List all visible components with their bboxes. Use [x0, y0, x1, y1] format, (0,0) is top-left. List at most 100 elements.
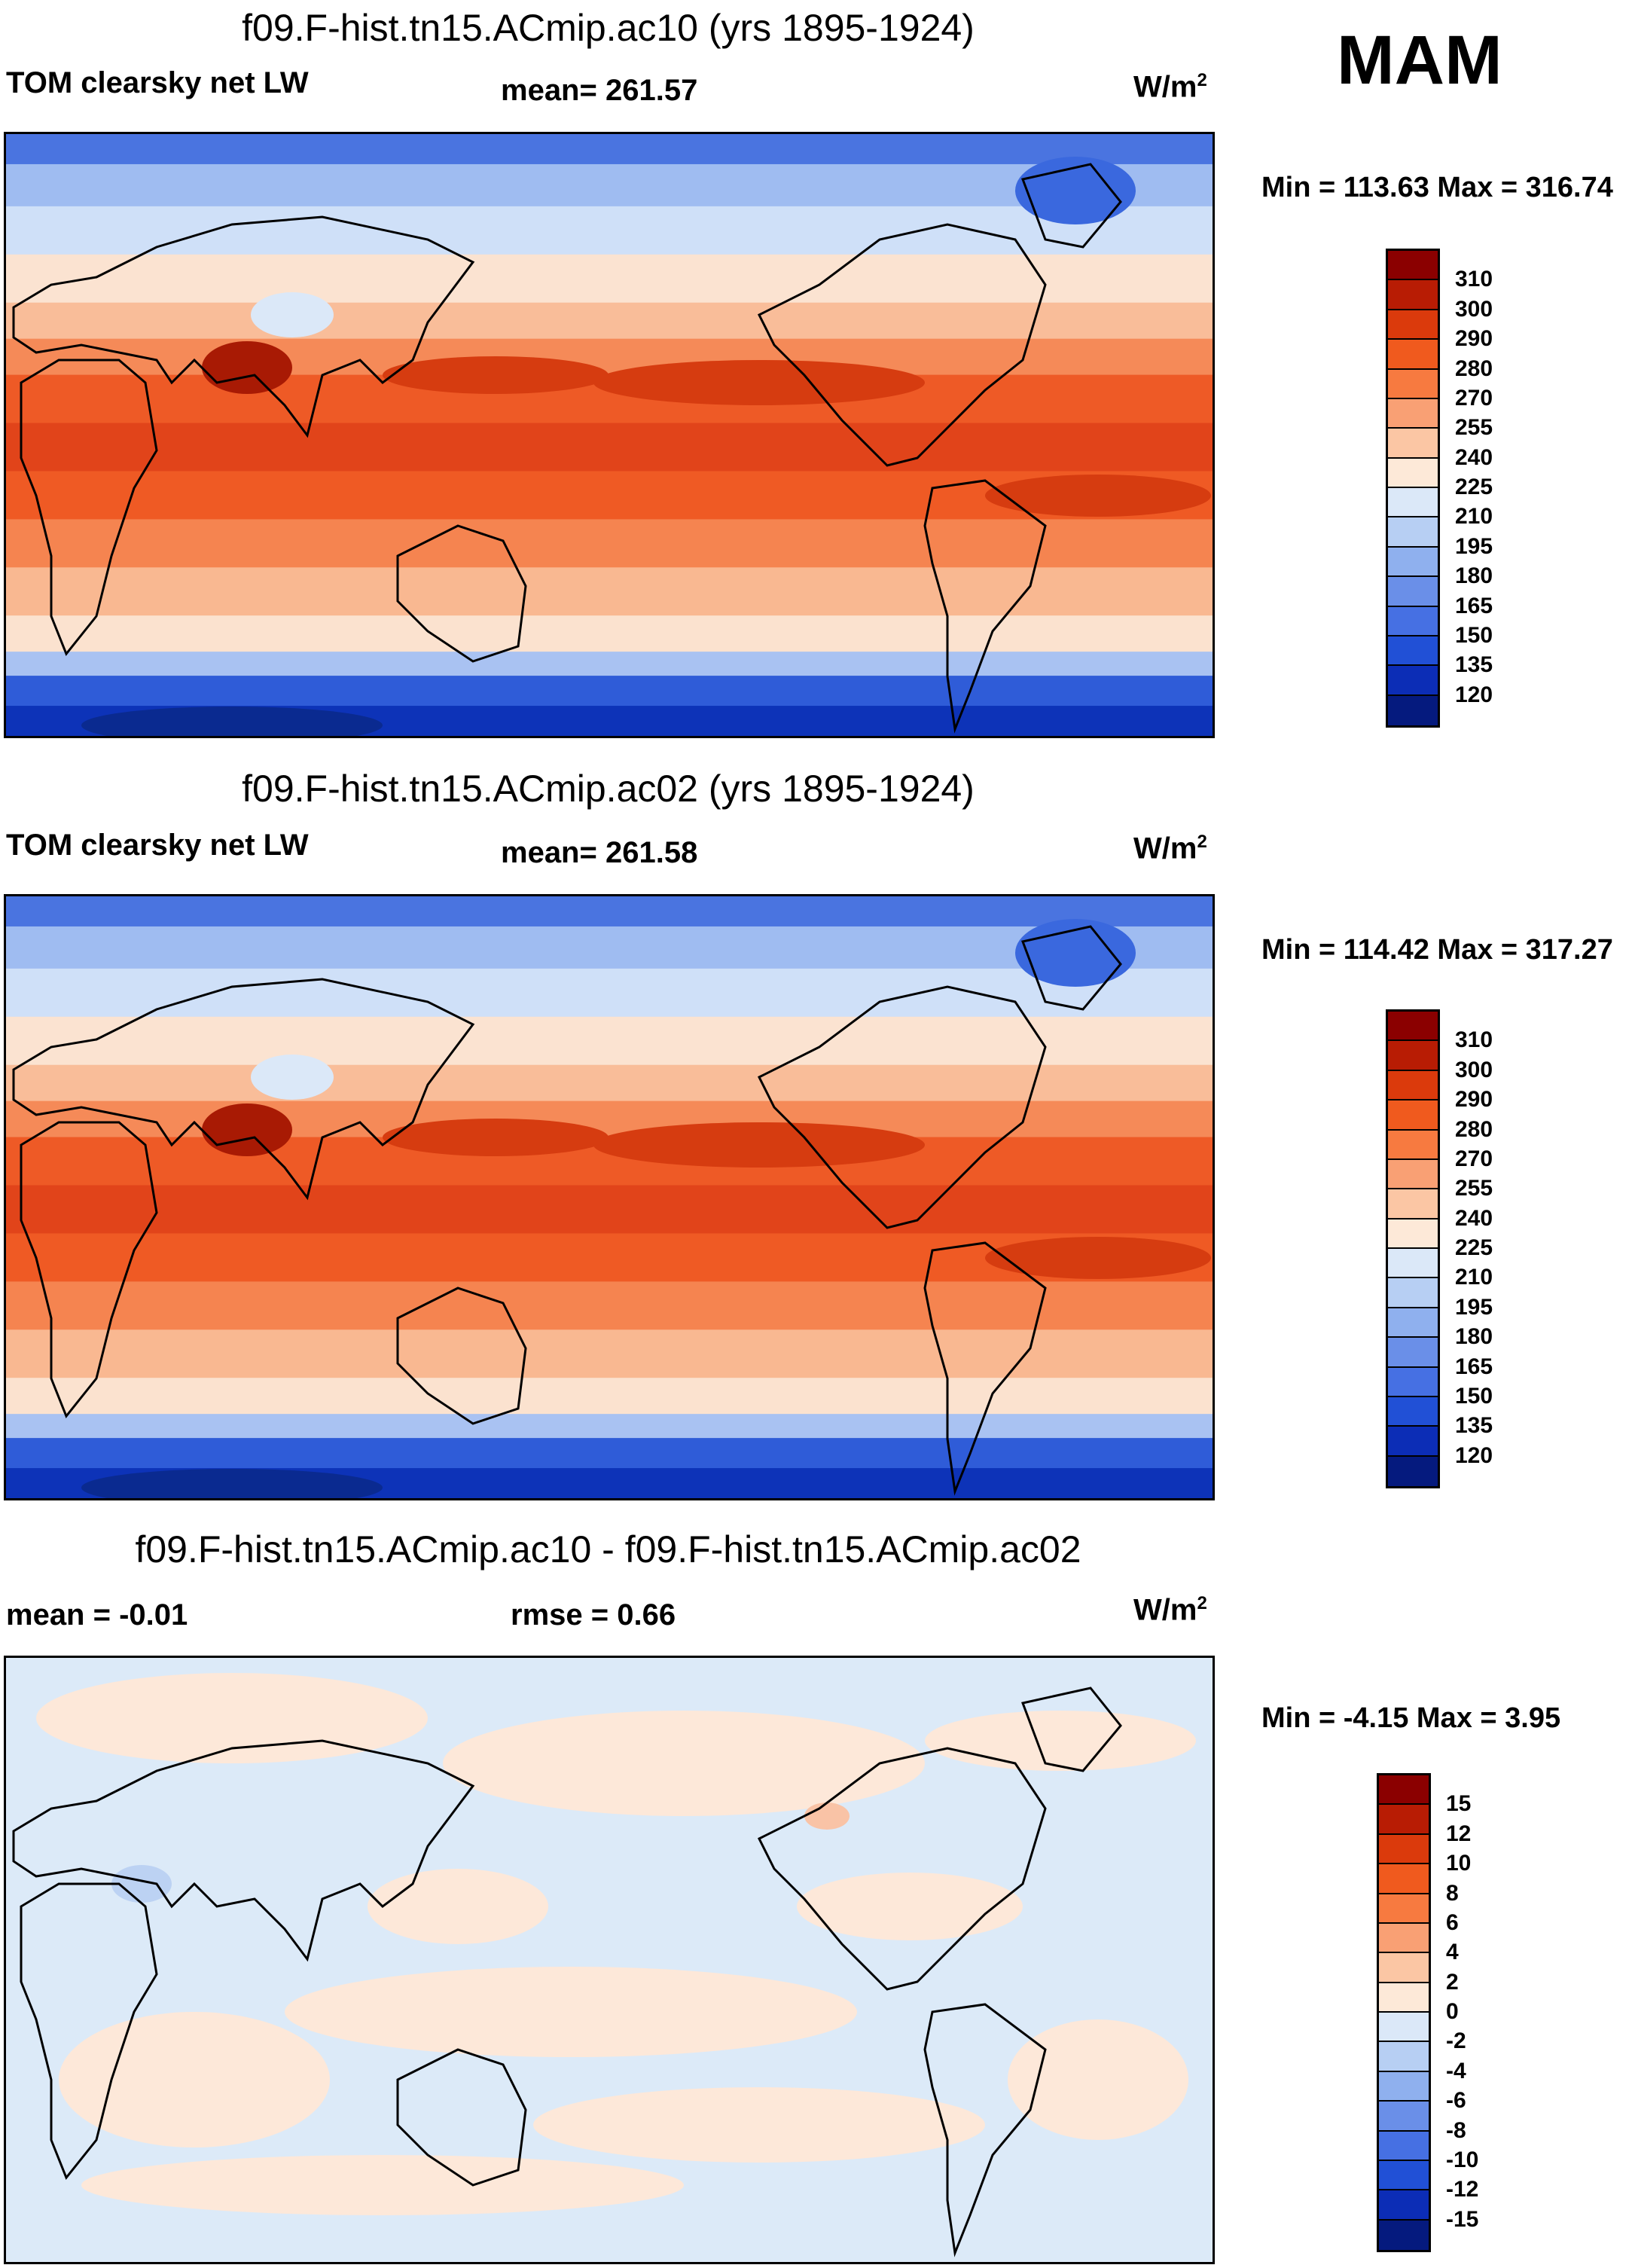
- panel3-mean: mean = -0.01: [6, 1598, 188, 1632]
- positive-anomaly: [533, 2087, 985, 2163]
- colorbar-level-label: 120: [1455, 1442, 1493, 1468]
- warm-pool: [383, 1119, 609, 1156]
- warm-pool: [383, 356, 609, 394]
- panel3-minmax: Min = -4.15 Max = 3.95: [1261, 1702, 1561, 1734]
- cold-spot: [81, 707, 383, 736]
- colorbar-swatch: [1379, 2013, 1429, 2043]
- colorbar-swatch: [1379, 1834, 1429, 1865]
- colorbar-level-label: 195: [1455, 1294, 1493, 1320]
- coastline: [757, 223, 1047, 467]
- colorbar-swatch: [1388, 695, 1438, 725]
- temperature-band: [6, 896, 1213, 927]
- coastline: [396, 1287, 527, 1425]
- warm-pool: [202, 1103, 292, 1156]
- panel2-title: f09.F-hist.tn15.ACmip.ac02 (yrs 1895-192…: [242, 768, 975, 810]
- colorbar-swatch: [1388, 1456, 1438, 1486]
- colorbar-swatch: [1388, 398, 1438, 429]
- colorbar-level-label: 270: [1455, 385, 1493, 411]
- negative-anomaly: [111, 1865, 172, 1903]
- colorbar-level-label: 4: [1446, 1940, 1459, 1965]
- temperature-band: [6, 134, 1213, 165]
- colorbar-level-label: 180: [1455, 563, 1493, 589]
- colorbar-swatch: [1379, 1805, 1429, 1835]
- colorbar-swatch: [1379, 1894, 1429, 1924]
- coastline: [1020, 163, 1122, 249]
- colorbar-level-label: 12: [1446, 1821, 1472, 1846]
- warm-pool: [593, 1122, 925, 1168]
- panel2-colorbar: [1386, 1009, 1440, 1488]
- temperature-band: [6, 1016, 1213, 1066]
- colorbar-swatch: [1379, 2131, 1429, 2161]
- positive-anomaly: [368, 1869, 548, 1944]
- panel3-unit: W/m2: [1133, 1593, 1207, 1627]
- panel1-map-field: [6, 134, 1213, 736]
- colorbar-level-label: 255: [1455, 415, 1493, 441]
- colorbar-swatch: [1388, 636, 1438, 667]
- panel1-variable: TOM clearsky net LW: [6, 66, 309, 99]
- positive-anomaly: [443, 1711, 925, 1816]
- colorbar-level-label: 2: [1446, 1969, 1459, 1995]
- colorbar-swatch: [1388, 369, 1438, 399]
- panel2-map: [4, 894, 1215, 1500]
- temperature-band: [6, 1438, 1213, 1470]
- temperature-band: [6, 615, 1213, 653]
- coastline: [396, 2048, 527, 2187]
- colorbar-level-label: 180: [1455, 1324, 1493, 1350]
- temperature-band: [6, 1185, 1213, 1235]
- colorbar-level-label: 135: [1455, 652, 1493, 678]
- colorbar-level-label: 300: [1455, 296, 1493, 322]
- temperature-band: [6, 423, 1213, 472]
- panel1-title: f09.F-hist.tn15.ACmip.ac10 (yrs 1895-192…: [242, 7, 975, 49]
- colorbar-swatch: [1388, 429, 1438, 459]
- positive-anomaly: [59, 2012, 330, 2147]
- positive-anomaly: [804, 1802, 850, 1830]
- season-label: MAM: [1337, 22, 1502, 99]
- cold-spot: [251, 292, 334, 337]
- colorbar-level-label: 300: [1455, 1057, 1493, 1082]
- colorbar-level-label: -4: [1446, 2058, 1466, 2083]
- colorbar-swatch: [1379, 1953, 1429, 1983]
- colorbar-level-label: 6: [1446, 1909, 1459, 1935]
- colorbar-swatch: [1379, 2220, 1429, 2250]
- colorbar-swatch: [1388, 1100, 1438, 1131]
- temperature-band: [6, 163, 1213, 207]
- colorbar-swatch: [1388, 1070, 1438, 1101]
- coastline: [20, 1882, 158, 2180]
- panel2-unit: W/m2: [1133, 832, 1207, 865]
- colorbar-swatch: [1388, 340, 1438, 370]
- colorbar-swatch: [1379, 2102, 1429, 2132]
- temperature-band: [6, 1100, 1213, 1138]
- colorbar-level-label: 150: [1455, 622, 1493, 648]
- temperature-band: [6, 302, 1213, 340]
- colorbar-level-label: 270: [1455, 1146, 1493, 1171]
- coastline: [923, 479, 1047, 734]
- colorbar-swatch: [1379, 1864, 1429, 1894]
- temperature-band: [6, 519, 1213, 569]
- panel3-title: f09.F-hist.tn15.ACmip.ac10 - f09.F-hist.…: [135, 1528, 1081, 1571]
- coastline: [1020, 925, 1122, 1011]
- colorbar-swatch: [1388, 251, 1438, 281]
- colorbar-swatch: [1388, 1427, 1438, 1457]
- panel3-rmse: rmse = 0.66: [511, 1598, 676, 1632]
- colorbar-level-label: 165: [1455, 1354, 1493, 1379]
- coastline: [12, 1739, 475, 1962]
- colorbar-level-label: 280: [1455, 356, 1493, 381]
- coastline: [923, 1241, 1047, 1496]
- temperature-band: [6, 1064, 1213, 1102]
- temperature-band: [6, 1378, 1213, 1415]
- colorbar-swatch: [1388, 1012, 1438, 1042]
- colorbar-level-label: 150: [1455, 1383, 1493, 1409]
- colorbar-swatch: [1379, 1775, 1429, 1806]
- panel2-mean: mean= 261.58: [501, 836, 698, 869]
- colorbar-swatch: [1388, 488, 1438, 518]
- colorbar-level-label: 280: [1455, 1116, 1493, 1142]
- coastline: [757, 985, 1047, 1229]
- coastline: [20, 359, 158, 656]
- colorbar-swatch: [1379, 1983, 1429, 2013]
- panel2-variable: TOM clearsky net LW: [6, 829, 309, 862]
- colorbar-swatch: [1388, 1308, 1438, 1339]
- warm-pool: [985, 1237, 1211, 1279]
- colorbar-level-label: 210: [1455, 1265, 1493, 1290]
- colorbar-swatch: [1379, 2042, 1429, 2072]
- temperature-band: [6, 567, 1213, 617]
